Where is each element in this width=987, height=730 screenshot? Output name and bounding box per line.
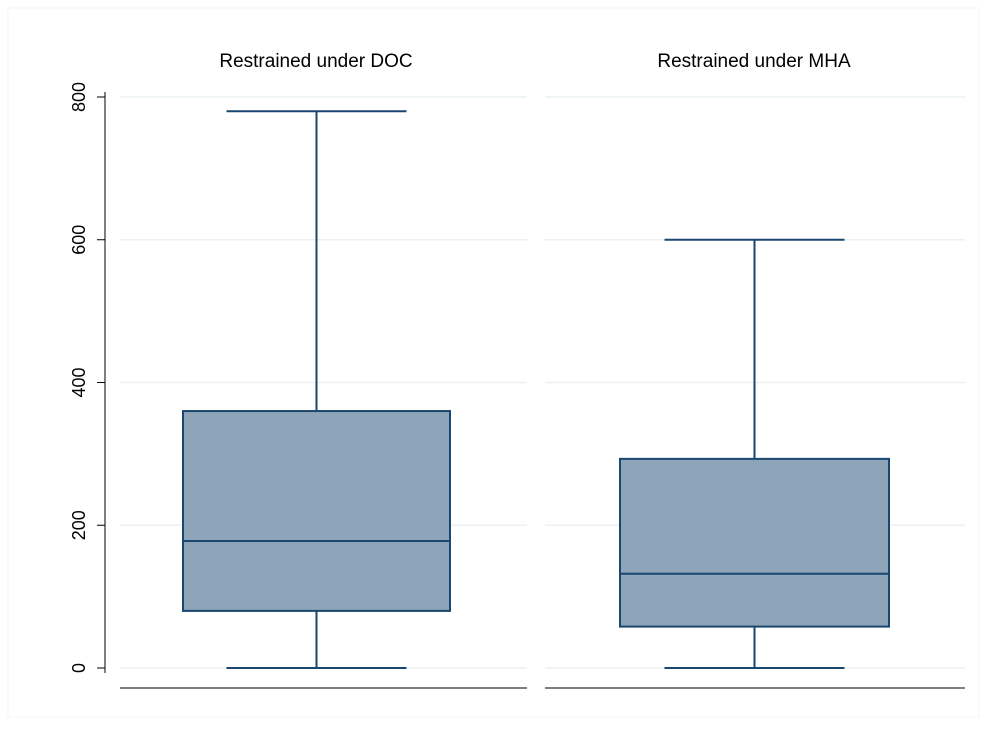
- title-layer: Restrained under DOC Restrained under MHA: [219, 51, 851, 72]
- y-tick-label-0: 0: [69, 663, 89, 673]
- y-tick-label-800: 800: [69, 82, 89, 112]
- y-tick-label-600: 600: [69, 225, 89, 255]
- interquartile-box: [619, 457, 890, 628]
- panel-title-2: Restrained under MHA: [657, 51, 851, 72]
- box-plot-1: [182, 110, 451, 669]
- box-layer: [182, 110, 890, 669]
- interquartile-box: [182, 410, 451, 612]
- y-tick-label-200: 200: [69, 510, 89, 540]
- box-plot-2: [619, 238, 890, 669]
- y-tick-label-400: 400: [69, 367, 89, 397]
- panel-title-1: Restrained under DOC: [219, 51, 412, 72]
- axis-layer: 0 200 400 600 800: [69, 82, 965, 689]
